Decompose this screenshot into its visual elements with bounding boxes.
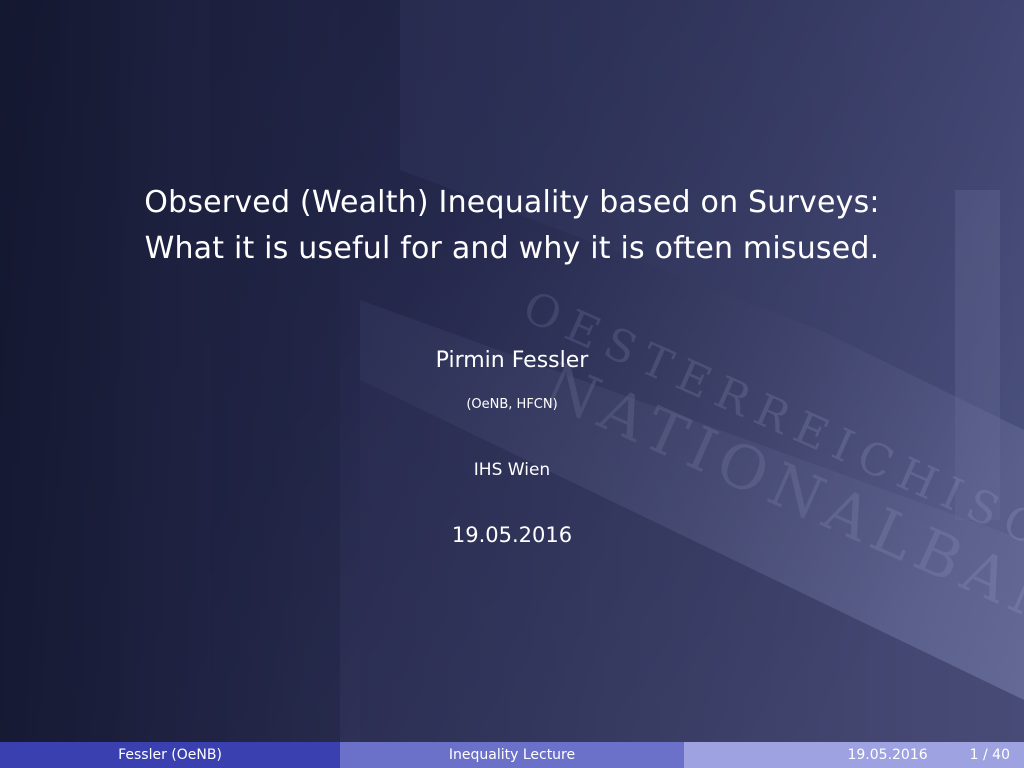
institute-name: IHS Wien [473,460,551,480]
footer-bar: Fessler (OeNB) Inequality Lecture 19.05.… [0,742,1024,768]
footer-date: 19.05.2016 [847,747,928,763]
presentation-date: 19.05.2016 [451,523,573,547]
footer-title: Inequality Lecture [340,742,684,768]
slide-content: Observed (Wealth) Inequality based on Su… [40,180,984,547]
presentation-title: Observed (Wealth) Inequality based on Su… [40,180,984,272]
title-line-2: What it is useful for and why it is ofte… [144,231,880,266]
page-number: 1 / 40 [969,747,1010,763]
footer-right: 19.05.2016 1 / 40 [684,742,1024,768]
title-line-1: Observed (Wealth) Inequality based on Su… [144,185,880,220]
footer-author: Fessler (OeNB) [0,742,340,768]
author-name: Pirmin Fessler [435,348,589,373]
author-affiliation: (OeNB, HFCN) [466,397,558,412]
